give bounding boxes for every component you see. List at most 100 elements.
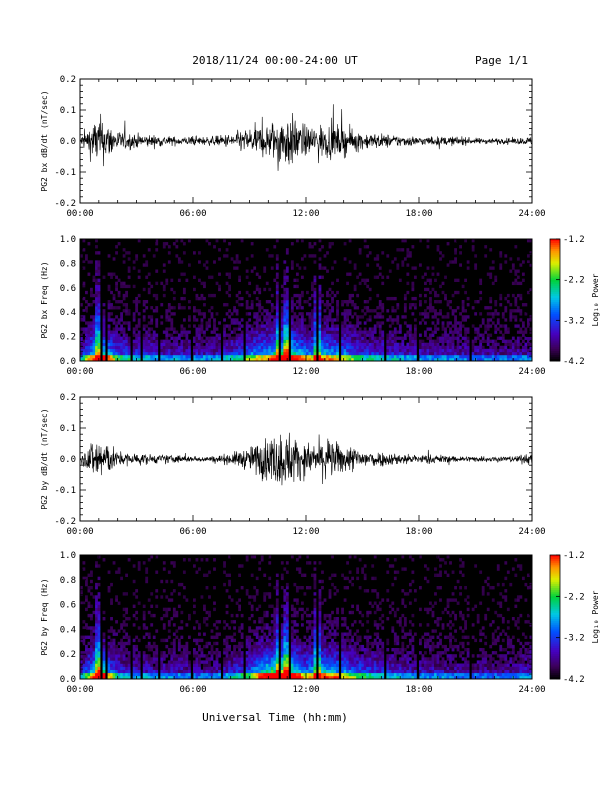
panel1-cell xyxy=(240,303,244,307)
panel1-cell xyxy=(117,290,121,295)
panel3-cell xyxy=(150,623,154,627)
panel3-cell xyxy=(87,601,91,605)
panel1-cell xyxy=(403,239,407,243)
panel3-cell xyxy=(228,573,231,577)
panel1-cell xyxy=(504,327,508,331)
panel1-cell xyxy=(162,357,166,362)
panel3-cell xyxy=(198,660,201,664)
panel1-cell xyxy=(120,342,123,347)
panel1-cell xyxy=(521,303,525,307)
panel3-cell xyxy=(300,613,304,618)
panel1-cell xyxy=(459,312,462,316)
panel3-cell xyxy=(102,648,106,652)
panel1-cell xyxy=(318,330,322,334)
panel3-cell xyxy=(80,635,83,639)
panel1-cell xyxy=(90,354,93,359)
panel1-cell xyxy=(137,330,141,334)
panel1-cell xyxy=(270,357,274,362)
panel1-cell xyxy=(408,345,412,350)
panel1-cell xyxy=(373,330,377,334)
panel3-cell xyxy=(210,669,214,674)
panel1-cell xyxy=(95,284,98,289)
panel1-cell xyxy=(82,348,86,353)
panel1-cell xyxy=(293,348,297,353)
panel3-cell xyxy=(170,654,174,658)
panel1-cell xyxy=(326,351,329,356)
panel1-cell xyxy=(298,333,302,337)
panel1-cell xyxy=(112,306,116,310)
panel3-cell xyxy=(313,657,317,661)
panel3-cell xyxy=(165,638,169,643)
panel3-cell xyxy=(97,660,101,664)
panel1-cell xyxy=(87,348,91,353)
panel1-cell xyxy=(263,266,267,270)
panel3-cell xyxy=(193,638,196,643)
panel1-cell xyxy=(419,345,422,350)
panel1-cell xyxy=(285,348,289,353)
panel1-cell xyxy=(333,324,337,328)
panel3-cell xyxy=(326,644,329,649)
panel1-cell xyxy=(213,345,216,350)
panel1-cell xyxy=(406,348,410,353)
panel1-cell xyxy=(524,345,528,350)
panel3-cell xyxy=(343,663,347,667)
panel3-cell xyxy=(238,573,242,577)
panel3-cell xyxy=(117,648,121,652)
panel3-cell xyxy=(260,635,264,639)
panel3-cell xyxy=(306,626,309,630)
panel3-cell xyxy=(205,654,209,658)
panel1-cell xyxy=(87,342,91,347)
panel3-cell xyxy=(308,663,312,667)
panel1-cell xyxy=(449,306,452,310)
panel1-cell xyxy=(516,330,520,334)
panel1-cell xyxy=(152,309,156,313)
panel3-cell xyxy=(253,672,257,677)
panel1-cell xyxy=(193,306,196,310)
panel3-cell xyxy=(353,620,357,624)
panel3-cell xyxy=(122,651,126,655)
panel3-cell xyxy=(203,620,206,624)
panel3-cell xyxy=(260,651,264,655)
panel3-cell xyxy=(85,644,88,649)
panel3-cell xyxy=(311,648,314,652)
panel1-cell xyxy=(275,333,279,337)
panel1-cell xyxy=(120,354,123,359)
panel1-cell xyxy=(398,345,402,350)
panel1-cell xyxy=(441,281,445,286)
panel3-cell xyxy=(107,644,111,649)
panel3-cell xyxy=(97,644,101,649)
panel1-cell xyxy=(388,296,392,301)
panel1-cell xyxy=(273,324,277,328)
panel3-cell xyxy=(321,657,324,661)
panel1-cell xyxy=(413,303,417,307)
panel1-cell xyxy=(348,342,352,347)
panel3-cell xyxy=(275,654,279,658)
panel1-cell xyxy=(200,357,204,362)
panel3-cell xyxy=(318,592,322,596)
panel3-cell xyxy=(348,660,352,664)
panel1-cell xyxy=(419,239,422,243)
panel3-cell xyxy=(260,660,264,664)
panel3-cell xyxy=(97,623,101,627)
panel3-cell xyxy=(265,638,269,643)
panel1-cell xyxy=(162,287,166,292)
panel3-cell xyxy=(293,660,297,664)
panel1-cell xyxy=(411,351,415,356)
panel1-cell xyxy=(424,300,427,304)
panel3-cell xyxy=(172,638,176,643)
panel1-cell xyxy=(456,327,460,331)
panel1-cell xyxy=(444,336,447,340)
panel3-cell xyxy=(270,666,274,670)
panel1-cell xyxy=(250,330,254,334)
panel1-cell xyxy=(524,327,528,331)
panel1-cell xyxy=(235,327,239,331)
panel1-cell xyxy=(285,278,289,282)
panel3-cell xyxy=(303,660,307,664)
panel1-cell xyxy=(454,290,457,295)
panel3-cell xyxy=(293,598,297,602)
panel1-cell xyxy=(145,333,149,337)
panel3-cell xyxy=(177,666,181,670)
panel1-cell xyxy=(419,300,422,304)
panel1-cell xyxy=(509,309,513,313)
panel1-cell xyxy=(371,342,375,347)
